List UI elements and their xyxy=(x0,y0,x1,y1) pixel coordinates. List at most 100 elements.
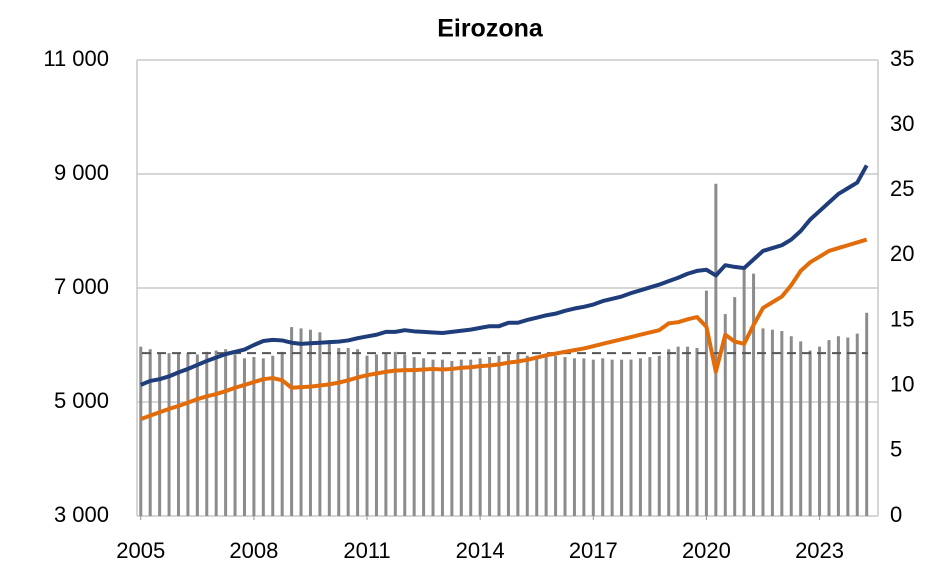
bar xyxy=(450,360,454,516)
y-tick-label: 5 000 xyxy=(54,388,109,413)
bar xyxy=(704,290,708,516)
bar xyxy=(478,358,482,516)
y2-tick-label: 25 xyxy=(890,176,914,201)
bar xyxy=(676,346,680,516)
bar xyxy=(497,355,501,516)
bar xyxy=(761,328,765,516)
bar xyxy=(572,358,576,516)
bar xyxy=(233,354,237,516)
x-tick-label: 2017 xyxy=(569,538,618,563)
bar xyxy=(808,350,812,516)
bar xyxy=(261,358,265,516)
y-tick-label: 9 000 xyxy=(54,160,109,185)
bar xyxy=(412,357,416,516)
bar xyxy=(374,354,378,516)
bar xyxy=(139,346,143,516)
bar xyxy=(186,353,190,516)
bar xyxy=(865,312,869,516)
y-tick-label: 11 000 xyxy=(43,46,109,71)
bar xyxy=(535,355,539,516)
bar xyxy=(714,183,718,516)
bar xyxy=(431,359,435,516)
y2-tick-label: 20 xyxy=(890,241,914,266)
bar xyxy=(488,357,492,516)
bar xyxy=(290,327,294,516)
bar xyxy=(195,354,199,516)
bar xyxy=(365,355,369,516)
bar xyxy=(780,330,784,516)
y-tick-label: 3 000 xyxy=(54,502,109,527)
x-tick-label: 2014 xyxy=(456,538,505,563)
bar xyxy=(469,359,473,516)
bar xyxy=(770,329,774,516)
x-tick-label: 2008 xyxy=(229,538,278,563)
x-tick-label: 2005 xyxy=(116,538,165,563)
bar xyxy=(554,355,558,516)
bar xyxy=(855,333,859,516)
bar xyxy=(384,353,388,516)
bar xyxy=(620,359,624,516)
bar xyxy=(158,353,162,516)
bar xyxy=(337,347,341,516)
bar xyxy=(686,346,690,516)
bar xyxy=(148,349,152,516)
bar xyxy=(403,354,407,516)
bar xyxy=(242,358,246,516)
bar xyxy=(818,346,822,516)
bar xyxy=(799,341,803,516)
bar xyxy=(601,358,605,516)
bar xyxy=(582,358,586,516)
y2-tick-label: 0 xyxy=(890,502,902,527)
bar xyxy=(224,349,228,516)
bar xyxy=(733,297,737,516)
chart-title: Eirozona xyxy=(437,15,544,43)
bar xyxy=(836,336,840,516)
bar xyxy=(327,340,331,516)
bar xyxy=(742,265,746,516)
bar xyxy=(214,350,218,516)
bar xyxy=(176,353,180,516)
bar xyxy=(648,357,652,516)
bar xyxy=(252,357,256,516)
bar xyxy=(827,340,831,516)
bar xyxy=(422,358,426,516)
bar xyxy=(752,273,756,516)
bar xyxy=(516,353,520,516)
y2-tick-label: 15 xyxy=(890,306,914,331)
bar xyxy=(393,351,397,516)
bar xyxy=(544,357,548,516)
line-series xyxy=(139,164,869,387)
bar xyxy=(271,355,275,516)
y2-tick-label: 5 xyxy=(890,437,902,462)
bar xyxy=(299,328,303,516)
bar xyxy=(459,359,463,516)
x-tick-label: 2011 xyxy=(343,538,390,563)
bar xyxy=(167,353,171,516)
bar xyxy=(356,349,360,516)
bar xyxy=(846,337,850,516)
y2-tick-label: 35 xyxy=(890,46,914,71)
bar xyxy=(723,314,727,516)
bar xyxy=(308,329,312,516)
bar xyxy=(591,359,595,516)
bar xyxy=(525,355,529,516)
bar xyxy=(695,347,699,516)
x-tick-label: 2020 xyxy=(682,538,731,563)
bar xyxy=(346,347,350,516)
bar xyxy=(657,355,661,516)
y-tick-label: 7 000 xyxy=(54,274,109,299)
bar xyxy=(629,359,633,516)
bar xyxy=(440,359,444,516)
bar xyxy=(789,336,793,516)
bar xyxy=(280,351,284,516)
y2-tick-label: 10 xyxy=(890,372,914,397)
bar xyxy=(205,351,209,516)
bar xyxy=(318,332,322,516)
bar xyxy=(506,354,510,516)
line-series xyxy=(140,237,868,421)
bar xyxy=(667,349,671,516)
bar xyxy=(638,358,642,516)
bar xyxy=(610,359,614,516)
y2-tick-label: 30 xyxy=(890,111,914,136)
